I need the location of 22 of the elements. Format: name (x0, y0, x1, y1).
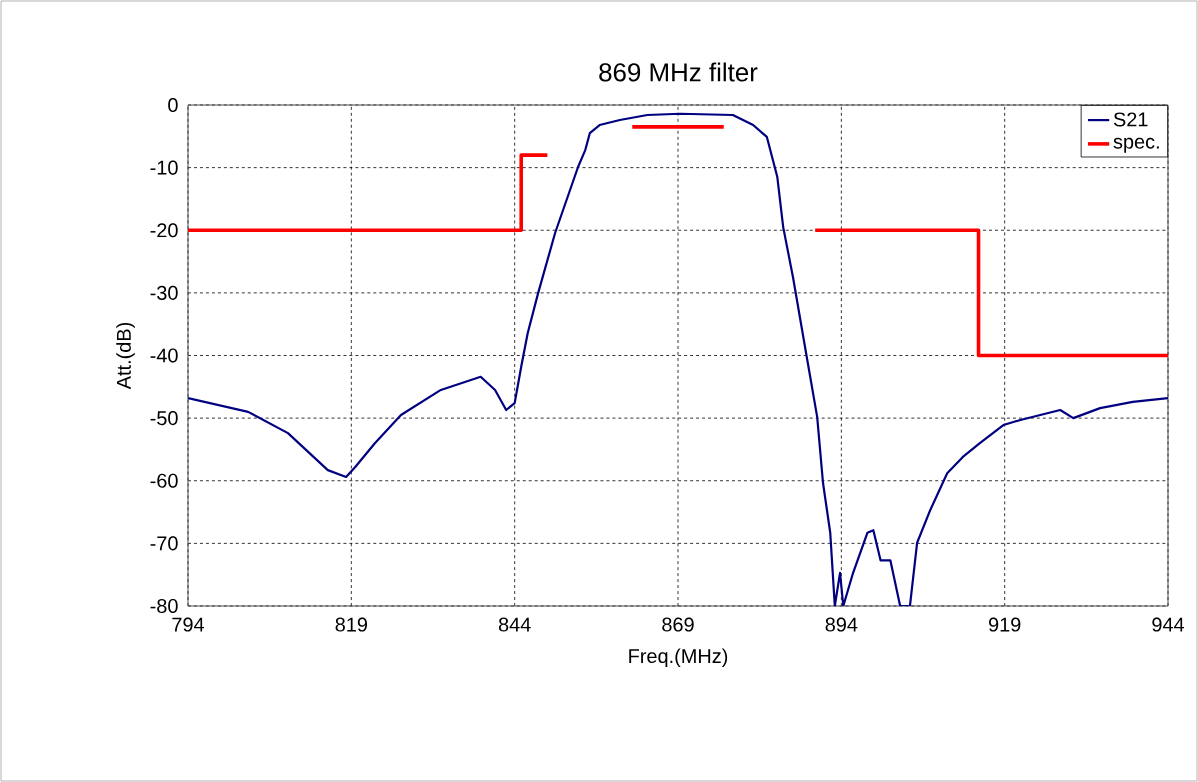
line-series (188, 112, 1169, 606)
y-tick-label: 0 (168, 97, 178, 113)
legend-label: S21 (1113, 112, 1148, 127)
legend-label: spec. (1113, 137, 1159, 153)
y-tick-label: -10 (150, 160, 178, 175)
y-tick-label: -70 (150, 536, 178, 551)
y-tick-label: -50 (150, 411, 178, 426)
x-tick-label: 869 (662, 617, 694, 632)
x-tick-label: 944 (1152, 617, 1185, 632)
y-tick-label: -40 (150, 348, 178, 363)
x-axis-title: Freq.(MHz) (629, 648, 728, 668)
x-tick-label: 819 (335, 617, 368, 632)
y-axis-title: Att.(dB) (116, 322, 135, 390)
x-tick-label: 919 (988, 617, 1021, 632)
y-tick-label: -60 (150, 473, 178, 488)
y-tick-label: -80 (150, 598, 178, 614)
chart-title: 869 MHz filter (599, 62, 758, 82)
y-tick-label: -30 (150, 285, 178, 300)
y-tick-label: -20 (150, 223, 178, 238)
x-tick-label: 844 (498, 617, 531, 632)
x-tick-label: 894 (825, 617, 858, 632)
x-tick-label: 794 (172, 617, 205, 632)
